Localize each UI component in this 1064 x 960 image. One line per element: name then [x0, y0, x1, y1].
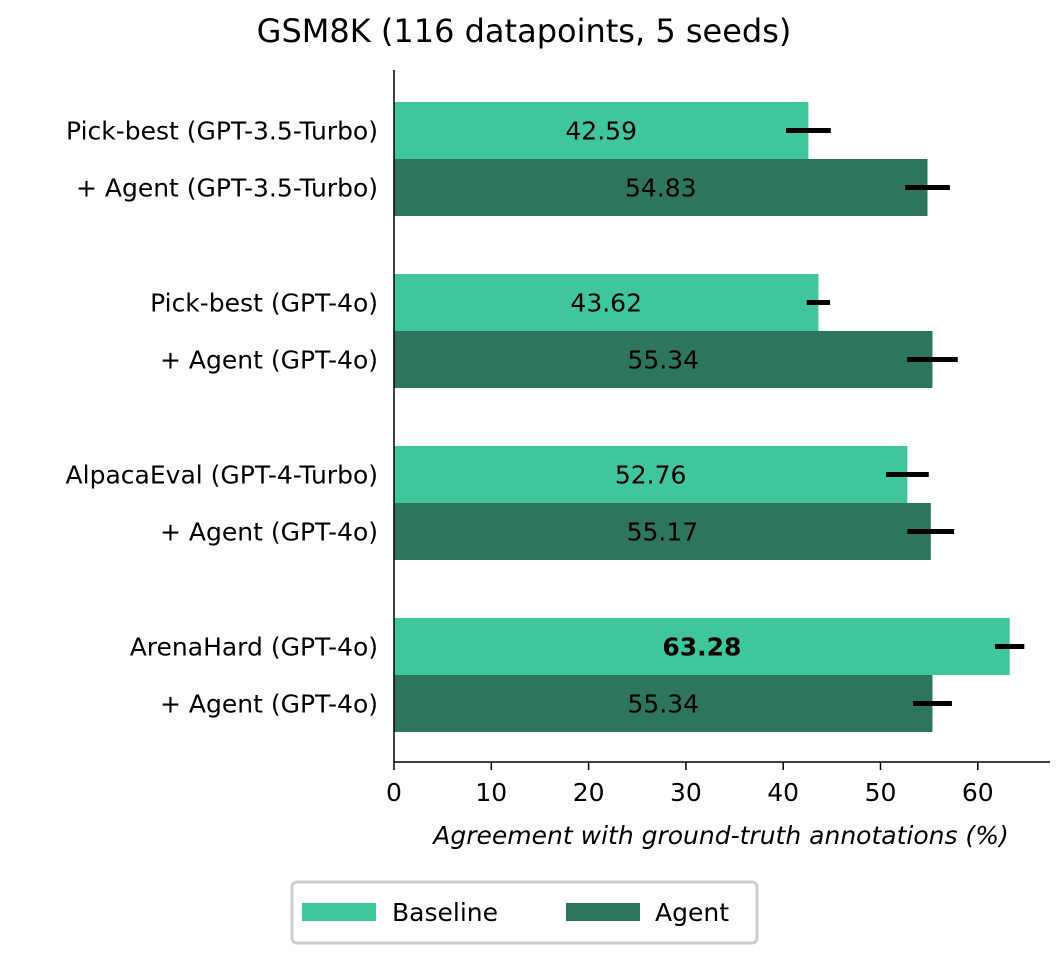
x-axis-label: Agreement with ground-truth annotations …: [431, 821, 1008, 850]
bars-group: [394, 102, 1010, 732]
x-tick-label-6: 60: [962, 778, 994, 807]
bar-agent-0: [394, 159, 928, 216]
bar-value-label-agent-0: 54.83: [625, 174, 697, 203]
bar-baseline-2: [394, 446, 908, 503]
x-tick-label-1: 10: [475, 778, 507, 807]
bar-value-label-baseline-3: 63.28: [662, 633, 741, 662]
bar-value-label-baseline-2: 52.76: [615, 461, 687, 490]
bar-agent-2: [394, 503, 931, 560]
bar-baseline-0: [394, 102, 809, 159]
bar-value-label-agent-3: 55.34: [627, 690, 699, 719]
category-label-1: + Agent (GPT-3.5-Turbo): [76, 174, 378, 203]
errorbars-group: [786, 128, 1025, 706]
category-label-4: AlpacaEval (GPT-4-Turbo): [66, 461, 378, 490]
legend-frame: [290, 880, 759, 945]
bar-baseline-3: [394, 618, 1010, 675]
legend-swatch-baseline: [302, 903, 376, 921]
category-label-5: + Agent (GPT-4o): [160, 518, 378, 547]
bar-value-label-baseline-1: 43.62: [570, 289, 642, 318]
legend-swatch-agent: [566, 903, 640, 921]
x-tick-label-5: 50: [865, 778, 897, 807]
x-ticks-group: 0 10 20 30 40 50 60: [386, 762, 994, 807]
category-label-0: Pick-best (GPT-3.5-Turbo): [66, 117, 378, 146]
bar-labels-group: 42.59 43.62 52.76 63.28 54.83 55.34 55.17 55.34: [565, 117, 741, 719]
bar-agent-1: [394, 331, 933, 388]
legend: Baseline Agent: [290, 880, 759, 945]
chart-title: GSM8K (116 datapoints, 5 seeds): [257, 12, 792, 50]
category-label-6: ArenaHard (GPT-4o): [130, 633, 378, 662]
bar-agent-3: [394, 675, 933, 732]
x-tick-label-4: 40: [767, 778, 799, 807]
x-tick-label-0: 0: [386, 778, 402, 807]
category-label-3: + Agent (GPT-4o): [160, 346, 378, 375]
category-label-2: Pick-best (GPT-4o): [150, 289, 378, 318]
x-tick-label-2: 20: [573, 778, 605, 807]
legend-label-agent: Agent: [655, 898, 729, 927]
bar-value-label-agent-1: 55.34: [627, 346, 699, 375]
bar-baseline-1: [394, 274, 819, 331]
bar-value-label-baseline-0: 42.59: [565, 117, 637, 146]
x-tick-label-3: 30: [670, 778, 702, 807]
category-label-7: + Agent (GPT-4o): [160, 690, 378, 719]
category-labels-group: Pick-best (GPT-3.5-Turbo) + Agent (GPT-3.…: [66, 117, 378, 719]
bar-value-label-agent-2: 55.17: [627, 518, 699, 547]
legend-label-baseline: Baseline: [392, 898, 498, 927]
